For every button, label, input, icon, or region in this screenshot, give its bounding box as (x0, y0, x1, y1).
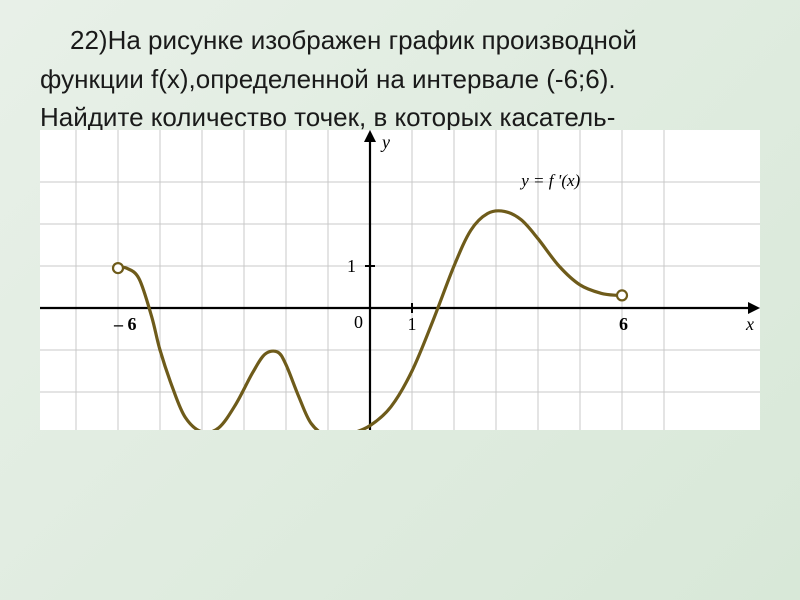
problem-line-1: 22)На рисунке изображен график производн… (40, 24, 760, 57)
chart-bg (40, 130, 760, 430)
x-tick-label: – 6 (113, 314, 137, 334)
problem-number: 22) (70, 25, 108, 55)
function-label: y = f '(x) (519, 171, 580, 190)
x-axis-label: x (745, 314, 754, 334)
open-endpoint (113, 263, 123, 273)
problem-line-2: функции f(x),определенной на интервале (… (40, 63, 760, 96)
y-axis-label: y (380, 132, 390, 152)
derivative-chart: y x 0 – 6 1 6 1 y = f '(x) (40, 130, 760, 430)
x-tick-label: 1 (408, 314, 417, 334)
open-endpoint (617, 290, 627, 300)
origin-label: 0 (354, 312, 363, 332)
y-tick-label: 1 (347, 256, 356, 276)
x-tick-label: 6 (619, 314, 628, 334)
